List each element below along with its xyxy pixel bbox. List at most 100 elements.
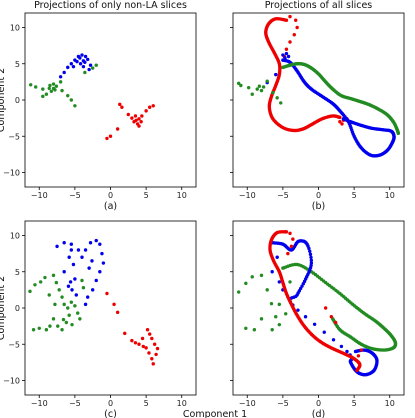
scatter-point-d-1-59 — [312, 322, 317, 327]
scatter-point-c-0-25 — [90, 259, 94, 263]
scatter-point-b-0-128 — [294, 18, 298, 22]
scatter-point-c-2-8 — [147, 351, 151, 355]
scatter-point-d-0-121 — [265, 288, 269, 292]
y-tick-label: 10 — [10, 232, 20, 241]
scatter-point-c-1-26 — [47, 293, 51, 297]
y-tick-label: 0 — [15, 304, 20, 313]
scatter-point-c-2-17 — [140, 336, 145, 341]
scatter-point-d-0-132 — [284, 312, 288, 316]
scatter-point-c-2-5 — [137, 342, 141, 346]
panel-c: −10 −5 0 5 10 −10 −5 0 5 10 Component 2 Component 1… — [0, 220, 247, 418]
scatter-point-a-1-10 — [44, 92, 49, 96]
scatter-point-c-0-1 — [62, 241, 66, 245]
x-tick-label: 5 — [352, 191, 357, 200]
scatter-point-a-1-7 — [41, 87, 45, 91]
x-tick-label: −10 — [239, 399, 256, 408]
y-axis-label: Component 2 — [0, 276, 7, 340]
scatter-point-a-2-7 — [137, 124, 141, 128]
scatter-point-c-2-1 — [112, 302, 116, 307]
scatter-point-c-1-16 — [33, 283, 37, 287]
scatter-point-c-0-0 — [55, 244, 59, 249]
scatter-point-c-1-5 — [66, 306, 70, 310]
plot-frame-d — [232, 220, 405, 396]
x-tick-label: 10 — [385, 399, 395, 408]
scatter-point-a-0-6 — [78, 62, 83, 66]
scatter-point-b-0-134 — [338, 120, 342, 124]
scatter-point-c-2-14 — [150, 336, 154, 341]
scatter-point-b-0-126 — [338, 115, 342, 120]
panel-label: (d) — [312, 409, 325, 418]
x-tick-label: 5 — [352, 399, 357, 408]
scatter-point-c-0-21 — [66, 284, 71, 288]
y-tick-label: −10 — [3, 377, 20, 386]
scatter-point-a-0-13 — [58, 75, 63, 79]
scatter-point-c-2-16 — [145, 328, 150, 332]
y-tick-label: 5 — [15, 268, 20, 277]
x-tick-label: 10 — [385, 191, 395, 200]
scatter-point-d-1-121 — [270, 270, 274, 274]
scatter-point-c-0-8 — [98, 242, 102, 246]
scatter-point-c-0-4 — [80, 255, 84, 259]
scatter-point-a-1-17 — [90, 66, 95, 70]
plot-frame-b — [232, 12, 405, 188]
scatter-point-a-1-5 — [47, 86, 51, 91]
y-tick-label: −5 — [8, 132, 20, 141]
plot-frame-a — [24, 12, 197, 188]
scatter-point-c-0-19 — [73, 277, 77, 281]
scatter-point-c-1-21 — [76, 311, 80, 315]
scatter-point-d-0-125 — [259, 317, 264, 321]
scatter-point-d-1-122 — [277, 280, 282, 284]
scatter-point-b-2-118 — [239, 83, 243, 88]
x-tick-label: 5 — [144, 399, 149, 408]
scatter-point-c-2-10 — [151, 362, 155, 366]
scatter-point-d-2-120 — [288, 231, 292, 236]
y-axis-label: Component 2 — [0, 68, 7, 132]
panel-label: (a) — [104, 201, 117, 212]
scatter-point-d-1-119 — [353, 349, 358, 354]
scatter-point-a-0-12 — [62, 70, 66, 75]
panel-label: (c) — [104, 409, 117, 418]
scatter-point-b-2-113 — [257, 84, 262, 88]
scatter-point-d-0-126 — [252, 328, 257, 332]
scatter-point-d-1-58 — [303, 315, 308, 319]
series-layer-d — [237, 230, 398, 377]
panel-b: −10 −5 0 5 10 Projections of all slices (b) — [230, 0, 405, 212]
scatter-point-d-1-31 — [308, 249, 312, 254]
scatter-point-c-0-6 — [88, 241, 93, 245]
scatter-point-a-2-6 — [134, 118, 138, 123]
scatter-point-b-0-130 — [292, 33, 296, 37]
y-tick-label: 5 — [15, 60, 20, 69]
scatter-point-a-2-3 — [139, 120, 143, 124]
scatter-point-c-1-10 — [51, 317, 56, 321]
scatter-point-a-2-1 — [133, 114, 138, 118]
scatter-point-c-0-26 — [69, 248, 74, 252]
x-tick-label: 0 — [316, 191, 321, 200]
scatter-point-a-1-4 — [49, 89, 54, 94]
scatter-point-a-1-6 — [51, 86, 56, 91]
scatter-point-d-1-60 — [322, 330, 326, 334]
scatter-point-d-2-123 — [286, 251, 290, 256]
scatter-point-d-2-128 — [359, 348, 363, 352]
scatter-point-a-1-11 — [41, 94, 45, 99]
scatter-point-d-0-123 — [274, 315, 278, 319]
x-tick-label: −5 — [277, 191, 289, 200]
scatter-point-c-0-10 — [101, 261, 106, 265]
scatter-point-c-2-12 — [155, 346, 160, 351]
scatter-point-c-1-20 — [73, 304, 77, 308]
scatter-point-c-2-6 — [141, 344, 145, 349]
scatter-point-c-1-1 — [54, 280, 59, 285]
scatter-point-b-2-114 — [261, 85, 266, 89]
scatter-point-b-0-137 — [340, 122, 344, 126]
scatter-point-d-1-120 — [275, 255, 279, 259]
scatter-point-c-0-5 — [83, 248, 88, 252]
scatter-point-d-0-122 — [269, 301, 274, 306]
scatter-point-a-0-3 — [83, 54, 88, 59]
x-tick-label: −10 — [31, 191, 48, 200]
scatter-point-a-0-15 — [88, 63, 93, 67]
scatter-point-a-1-9 — [29, 83, 33, 87]
x-tick-label: −5 — [69, 399, 81, 408]
scatter-point-d-1-61 — [331, 338, 336, 342]
scatter-point-c-1-7 — [64, 320, 69, 325]
scatter-point-c-1-23 — [70, 322, 74, 327]
